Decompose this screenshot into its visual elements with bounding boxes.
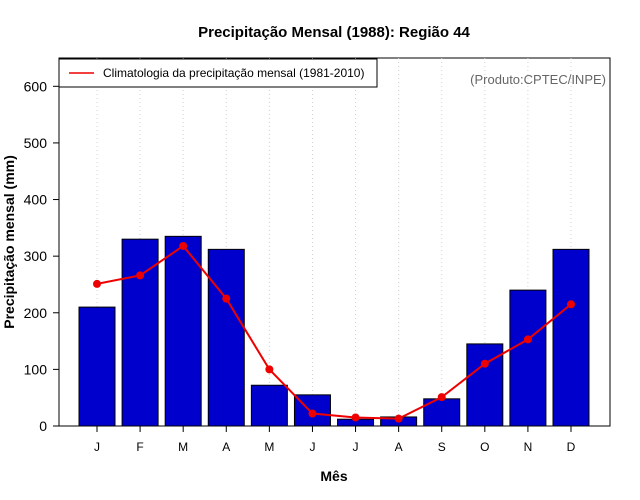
- climatology-point: [93, 279, 101, 288]
- y-axis-title: Precipitação mensal (mm): [1, 155, 17, 329]
- y-tick-label: 200: [24, 305, 48, 321]
- climatology-point: [265, 365, 274, 374]
- y-tick-label: 100: [24, 361, 48, 377]
- x-tick-label: J: [309, 440, 315, 454]
- bar: [552, 248, 590, 427]
- bar: [466, 343, 504, 427]
- bar: [121, 238, 159, 427]
- x-tick-label: A: [222, 440, 230, 454]
- climatology-point: [308, 409, 317, 418]
- y-tick-label: 0: [39, 418, 47, 434]
- x-tick-label: F: [136, 440, 143, 454]
- x-tick-label: M: [264, 440, 274, 454]
- x-tick-label: N: [524, 440, 533, 454]
- climatology-point: [523, 335, 532, 344]
- x-axis-title: Mês: [320, 468, 347, 484]
- x-tick-label: M: [178, 440, 188, 454]
- y-tick-label: 600: [24, 78, 48, 94]
- x-tick-label: D: [567, 440, 576, 454]
- climatology-point: [179, 241, 188, 250]
- y-axis: 0 100 200 300 400 500 600: [24, 78, 59, 434]
- bar: [250, 384, 288, 427]
- chart-title: Precipitação Mensal (1988): Região 44: [198, 24, 470, 41]
- legend-label: Climatologia da precipitação mensal (198…: [103, 66, 364, 80]
- legend-box: [58, 58, 378, 88]
- x-tick-label: A: [395, 440, 403, 454]
- climatology-point: [394, 414, 403, 423]
- climatology-series-line: [96, 244, 572, 420]
- climatology-line: [93, 241, 575, 423]
- y-tick-label: 500: [24, 135, 48, 151]
- y-tick-label: 300: [24, 248, 48, 264]
- bar: [509, 289, 547, 427]
- bar: [78, 306, 116, 427]
- climatology-point: [437, 393, 446, 402]
- credit-text: (Produto:CPTEC/INPE): [470, 72, 606, 87]
- bar: [164, 235, 202, 427]
- x-tick-label: J: [94, 440, 100, 454]
- climatology-point: [222, 294, 231, 303]
- bar: [207, 248, 245, 427]
- y-tick-label: 400: [24, 192, 48, 208]
- x-tick-label: O: [480, 440, 489, 454]
- x-tick-label: J: [353, 440, 359, 454]
- legend: Climatologia da precipitação mensal (198…: [58, 58, 378, 88]
- climatology-point: [480, 359, 489, 368]
- climatology-point: [136, 271, 145, 280]
- climatology-point: [351, 413, 360, 422]
- climatology-point: [567, 300, 575, 309]
- x-tick-label: S: [438, 440, 446, 454]
